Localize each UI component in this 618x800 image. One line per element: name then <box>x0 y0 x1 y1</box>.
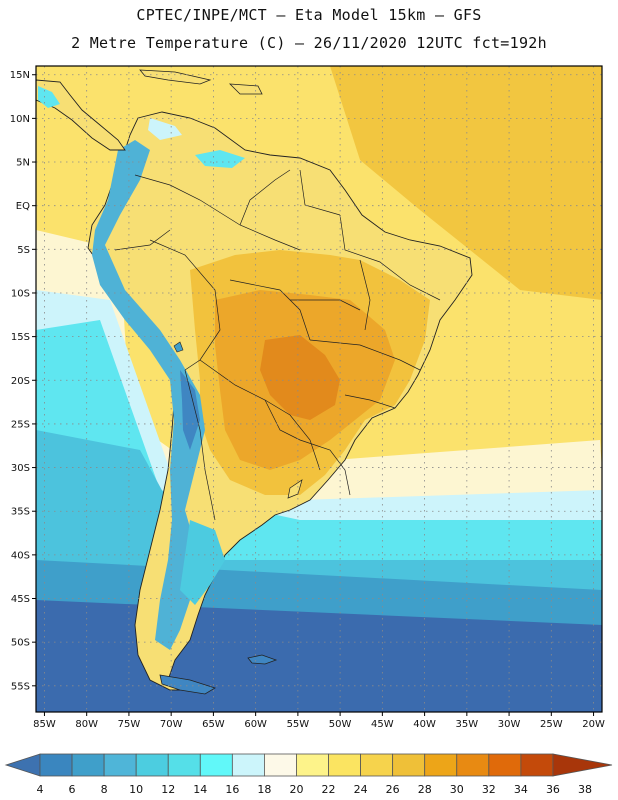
colombia-highland <box>148 118 182 140</box>
colorbar: 4 6 8 10 12 14 16 18 20 22 24 26 28 30 32 34 36 38 <box>4 753 613 796</box>
cuba-island <box>139 69 212 85</box>
lon-label: 80W <box>75 719 98 730</box>
colorbar-label: 22 <box>322 783 336 796</box>
colorbar-arrow-low <box>4 753 41 777</box>
lat-label: 50S <box>11 638 30 649</box>
lon-label: 65W <box>202 719 225 730</box>
colorbar-swatch <box>456 753 490 777</box>
colorbar-swatch <box>199 753 233 777</box>
lon-label: 55W <box>287 719 310 730</box>
latitude-axis: 15N 10N 5N EQ 5S 10S 15S 20S 25S 30S 35S 40S 45S 50S 5… <box>10 70 36 692</box>
andes-cold-strip <box>92 140 205 650</box>
map-title-line1: CPTEC/INPE/MCT – Eta Model 15km – GFS <box>136 6 482 24</box>
lon-label: 25W <box>540 719 563 730</box>
central-america-cold <box>38 86 60 108</box>
tierra-del-fuego <box>159 674 216 695</box>
lon-label: 75W <box>118 719 141 730</box>
colorbar-label: 34 <box>514 783 528 796</box>
colorbar-swatch <box>103 753 137 777</box>
colorbar-swatch <box>520 753 554 777</box>
colorbar-swatch <box>264 753 297 777</box>
colorbar-label: 12 <box>161 783 175 796</box>
lat-label: 20S <box>11 376 30 387</box>
lon-label: 35W <box>456 719 479 730</box>
lon-label: 60W <box>244 719 267 730</box>
colorbar-swatch <box>135 753 169 777</box>
map-title-line2: 2 Metre Temperature (C) – 26/11/2020 12U… <box>71 34 547 52</box>
ocean-warm-band-north <box>330 66 602 300</box>
colorbar-arrow-high <box>552 753 613 777</box>
lon-label: 50W <box>329 719 352 730</box>
lat-label: 35S <box>11 507 30 518</box>
longitude-axis: 85W 80W 75W 70W 65W 60W 55W 50W 45W 40W 35W 30W 25W 2… <box>33 712 605 730</box>
colorbar-swatch <box>167 753 201 777</box>
colorbar-label: 8 <box>101 783 108 796</box>
lat-label: 30S <box>11 463 30 474</box>
colorbar-label: 14 <box>193 783 207 796</box>
central-america-land <box>36 79 126 151</box>
lat-label: 40S <box>11 550 30 561</box>
map-field <box>36 66 602 712</box>
colorbar-label: 28 <box>418 783 432 796</box>
lat-label: 45S <box>11 594 30 605</box>
lon-label: 30W <box>498 719 521 730</box>
colorbar-label: 20 <box>289 783 303 796</box>
lake-titicaca <box>173 341 184 353</box>
colorbar-label: 10 <box>129 783 143 796</box>
lon-label: 45W <box>371 719 394 730</box>
colorbar-label: 38 <box>578 783 592 796</box>
map-frame <box>35 65 603 713</box>
colorbar-swatch <box>231 753 265 777</box>
lon-label: 20W <box>582 719 605 730</box>
lat-label: 15N <box>10 70 30 81</box>
colorbar-swatch <box>424 753 458 777</box>
lat-label: 25S <box>11 419 30 430</box>
colorbar-swatch <box>488 753 522 777</box>
lagoa-dos-patos <box>287 479 303 499</box>
colorbar-label: 36 <box>546 783 560 796</box>
colorbar-label: 4 <box>37 783 44 796</box>
andes-colder-strip <box>180 370 200 450</box>
colorbar-label: 16 <box>225 783 239 796</box>
lat-label: 5N <box>16 158 30 169</box>
lat-label: 10N <box>10 114 30 125</box>
falkland-islands <box>247 654 278 665</box>
colorbar-swatch <box>392 753 426 777</box>
lat-label: 15S <box>11 332 30 343</box>
colorbar-label: 30 <box>450 783 464 796</box>
lon-label: 85W <box>33 719 56 730</box>
colorbar-label: 26 <box>386 783 400 796</box>
lon-label: 70W <box>160 719 183 730</box>
land-hotter-region <box>260 335 340 420</box>
colorbar-swatch <box>360 753 394 777</box>
map-gridlines <box>36 66 602 712</box>
colorbar-label: 24 <box>354 783 368 796</box>
colorbar-swatch <box>39 753 73 777</box>
colorbar-label: 32 <box>482 783 496 796</box>
colorbar-swatch <box>328 753 361 777</box>
lat-label: EQ <box>16 201 30 212</box>
country-borders <box>114 169 441 521</box>
colorbar-swatch <box>296 753 329 777</box>
lat-label: 5S <box>17 245 30 256</box>
colorbar-label: 6 <box>69 783 76 796</box>
lon-label: 40W <box>413 719 436 730</box>
venezuela-highland <box>195 150 245 168</box>
lat-label: 10S <box>11 288 30 299</box>
colorbar-swatch <box>71 753 105 777</box>
lat-label: 55S <box>11 681 30 692</box>
colorbar-label: 18 <box>257 783 271 796</box>
hispaniola-island <box>228 83 263 95</box>
